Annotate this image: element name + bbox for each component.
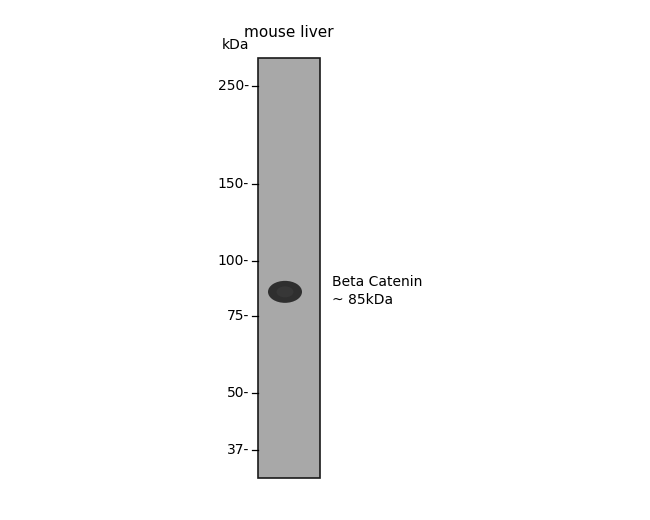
Text: 250-: 250- xyxy=(218,79,249,93)
Text: 75-: 75- xyxy=(227,309,249,323)
Text: mouse liver: mouse liver xyxy=(244,25,334,40)
Text: 37-: 37- xyxy=(227,444,249,457)
Ellipse shape xyxy=(276,287,294,297)
Ellipse shape xyxy=(268,281,302,303)
Text: Beta Catenin: Beta Catenin xyxy=(332,275,423,289)
Text: kDa: kDa xyxy=(222,38,249,52)
Text: ~ 85kDa: ~ 85kDa xyxy=(332,293,393,307)
Text: 100-: 100- xyxy=(218,254,249,268)
Text: 50-: 50- xyxy=(227,386,249,400)
Text: 150-: 150- xyxy=(218,177,249,191)
Bar xyxy=(258,58,320,478)
